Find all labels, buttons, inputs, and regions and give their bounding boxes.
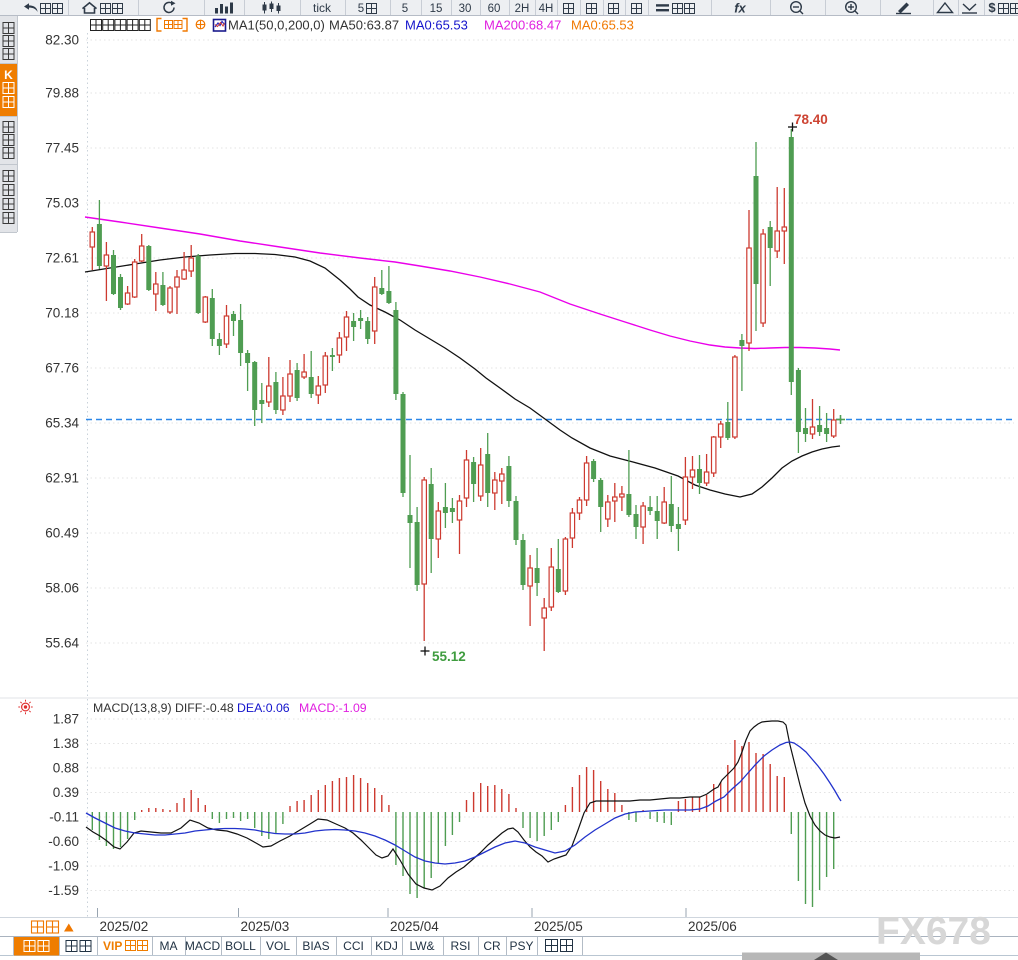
svg-text:MACD:-1.09: MACD:-1.09 [299, 701, 367, 715]
svg-text:MA0:65.53: MA0:65.53 [405, 18, 468, 33]
svg-text:2H: 2H [515, 3, 530, 15]
svg-text:VOL: VOL [266, 939, 290, 953]
svg-text:4H: 4H [539, 3, 554, 15]
svg-text:DEA:0.06: DEA:0.06 [237, 701, 290, 715]
svg-text:55.12: 55.12 [432, 649, 466, 664]
svg-text:CCI: CCI [343, 939, 364, 953]
svg-text:MA200:68.47: MA200:68.47 [484, 18, 561, 33]
svg-text:0.39: 0.39 [53, 785, 79, 800]
svg-text:60: 60 [488, 3, 501, 15]
svg-text:15: 15 [430, 3, 443, 15]
svg-text:MACD(13,8,9) DIFF:-0.48: MACD(13,8,9) DIFF:-0.48 [93, 701, 234, 715]
svg-text:2025/06: 2025/06 [688, 919, 737, 934]
svg-text:-1.59: -1.59 [48, 883, 79, 898]
svg-text:RSI: RSI [450, 939, 470, 953]
svg-text:2025/04: 2025/04 [390, 919, 439, 934]
svg-text:55.64: 55.64 [45, 636, 79, 651]
svg-text:5: 5 [358, 3, 364, 15]
svg-text:75.03: 75.03 [45, 196, 79, 211]
svg-text:-0.60: -0.60 [48, 834, 79, 849]
svg-text:0.88: 0.88 [53, 761, 79, 776]
svg-text:K: K [4, 68, 13, 82]
svg-text:82.30: 82.30 [45, 33, 79, 48]
svg-text:tick: tick [313, 1, 332, 15]
svg-text:2025/03: 2025/03 [241, 919, 290, 934]
svg-text:MACD: MACD [185, 939, 221, 953]
svg-text:70.18: 70.18 [45, 306, 79, 321]
svg-text:77.45: 77.45 [45, 141, 79, 156]
svg-text:1.87: 1.87 [53, 712, 79, 727]
svg-text:$: $ [988, 0, 996, 15]
svg-text:FX678: FX678 [876, 910, 991, 953]
svg-text:30: 30 [459, 3, 472, 15]
svg-text:-1.09: -1.09 [48, 859, 79, 874]
svg-text:60.49: 60.49 [45, 526, 79, 541]
svg-text:CR: CR [483, 939, 501, 953]
svg-text:MA0:65.53: MA0:65.53 [571, 18, 634, 33]
svg-text:62.91: 62.91 [45, 471, 79, 486]
svg-text:MA50:63.87: MA50:63.87 [329, 18, 399, 33]
svg-text:65.34: 65.34 [45, 416, 79, 431]
svg-text:72.61: 72.61 [45, 251, 79, 266]
svg-text:BOLL: BOLL [225, 939, 256, 953]
svg-text:PSY: PSY [509, 939, 533, 953]
svg-text:79.88: 79.88 [45, 86, 79, 101]
svg-text:-0.11: -0.11 [49, 810, 79, 825]
svg-text:MA1(50,0,200,0): MA1(50,0,200,0) [228, 18, 325, 33]
svg-text:78.40: 78.40 [794, 112, 828, 127]
svg-text:67.76: 67.76 [45, 361, 79, 376]
svg-text:VIP: VIP [103, 939, 122, 953]
svg-text:MA: MA [160, 939, 178, 953]
svg-text:KDJ: KDJ [375, 939, 398, 953]
svg-text:2025/05: 2025/05 [534, 919, 583, 934]
svg-text:LW&: LW& [409, 939, 434, 953]
svg-text:5: 5 [402, 3, 408, 15]
svg-text:1.38: 1.38 [53, 736, 79, 751]
svg-text:58.06: 58.06 [45, 581, 79, 596]
svg-text:BIAS: BIAS [302, 939, 329, 953]
svg-text:fx: fx [734, 1, 746, 16]
svg-text:2025/02: 2025/02 [100, 919, 149, 934]
